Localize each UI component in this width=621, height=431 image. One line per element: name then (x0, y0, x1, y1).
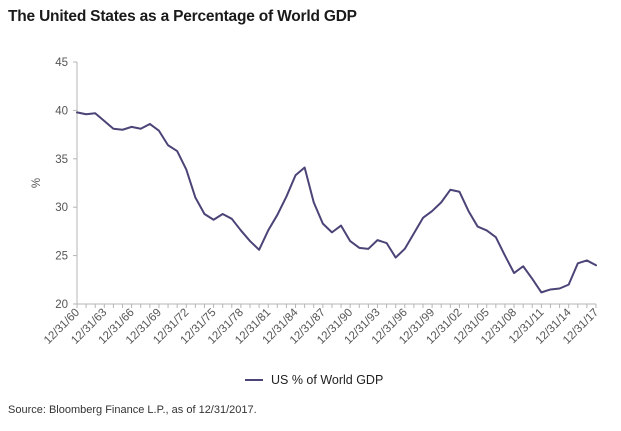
series-line (76, 111, 597, 294)
y-tick-label: 40 (55, 105, 68, 117)
y-tick-label: 25 (55, 251, 68, 263)
y-axis-title: % (31, 178, 43, 188)
legend-label: US % of World GDP (271, 373, 383, 387)
y-tick-label: 45 (55, 57, 68, 69)
legend: US % of World GDP (245, 373, 383, 387)
chart-title: The United States as a Percentage of Wor… (8, 8, 357, 25)
x-axis: 12/31/6012/31/6312/31/6612/31/6912/31/72… (42, 303, 601, 347)
y-tick-label: 35 (55, 154, 68, 166)
y-tick-label: 30 (55, 202, 68, 214)
plot-area (76, 111, 597, 294)
source-note: Source: Bloomberg Finance L.P., as of 12… (8, 404, 257, 416)
y-axis: 20 25 30 35 40 45% (31, 57, 78, 311)
y-tick-label: 20 (55, 299, 68, 311)
